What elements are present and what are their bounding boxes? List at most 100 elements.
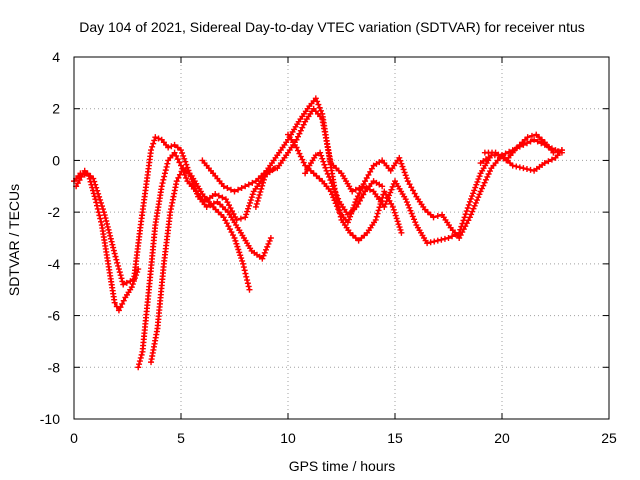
data-point [138,351,145,358]
data-point [266,237,273,244]
data-point [117,272,124,279]
data-point [467,195,474,202]
data-point [176,159,183,166]
data-point [472,184,479,191]
data-point [112,253,119,260]
data-point [119,278,126,285]
data-point [424,240,431,247]
x-tick-label: 0 [70,430,78,446]
data-point [315,101,322,108]
data-point [329,191,336,198]
data-point [304,166,311,173]
data-point [155,135,162,142]
data-point [161,173,168,180]
data-point [175,174,182,181]
data-point [412,219,419,226]
data-point [399,163,406,170]
data-point [245,283,252,290]
y-tick-label: -4 [48,256,61,272]
data-point [164,160,171,167]
data-point [531,136,538,143]
data-point [227,186,234,193]
data-point [319,155,326,162]
data-point [161,170,168,177]
data-point [159,180,166,187]
data-point [244,280,251,287]
data-point [383,198,390,205]
data-point [91,178,98,185]
data-point [148,147,155,154]
data-point [472,199,479,206]
data-point [241,267,248,274]
data-point [388,200,395,207]
data-point [255,194,262,201]
data-point [246,199,253,206]
data-point [171,149,178,156]
data-point [333,192,340,199]
data-point [260,176,267,183]
data-point [100,209,107,216]
data-point [90,175,97,182]
data-point [349,188,356,195]
data-point [389,203,396,210]
data-point [382,201,389,208]
data-point [247,197,254,204]
data-point [468,211,475,218]
data-point [264,243,271,250]
data-point [473,181,480,188]
data-point [372,216,379,223]
data-point [259,255,266,262]
data-point [327,188,334,195]
data-point [293,144,300,151]
data-point [246,202,253,209]
data-point [374,210,381,217]
data-point [182,158,189,165]
data-point [105,226,112,233]
data-point [434,213,441,220]
series-arc-1 [71,170,142,314]
y-tick-label: -10 [40,411,60,427]
data-point [317,149,324,156]
data-point [127,278,134,285]
data-point [262,170,269,177]
data-point [246,286,253,293]
data-point [261,249,268,256]
data-point [408,210,415,217]
data-point [244,277,251,284]
data-point [402,172,409,179]
data-point [293,136,300,143]
data-point [203,203,210,210]
data-point [111,299,118,306]
data-point [120,297,127,304]
series-arc-8 [302,149,386,218]
data-point [401,169,408,176]
data-point [252,203,259,210]
data-point [296,130,303,137]
data-point [324,170,331,177]
data-point [95,190,102,197]
data-point [509,162,516,169]
data-point [474,197,481,204]
data-point [244,208,251,215]
data-point [389,183,396,190]
data-point [404,178,411,185]
data-point [403,199,410,206]
data-point [513,163,520,170]
data-point [317,107,324,114]
data-point [231,188,238,195]
data-point [406,181,413,188]
y-tick-label: -6 [48,308,61,324]
y-tick-label: -2 [48,204,61,220]
data-point [523,166,530,173]
data-point [367,168,374,175]
data-point [390,206,397,213]
data-point [299,156,306,163]
data-point [506,148,513,155]
data-point [109,241,116,248]
data-point [115,266,122,273]
series-arc-4 [148,165,253,366]
data-point [409,187,416,194]
data-point [527,138,534,145]
data-point [137,354,144,361]
data-point [235,246,242,253]
